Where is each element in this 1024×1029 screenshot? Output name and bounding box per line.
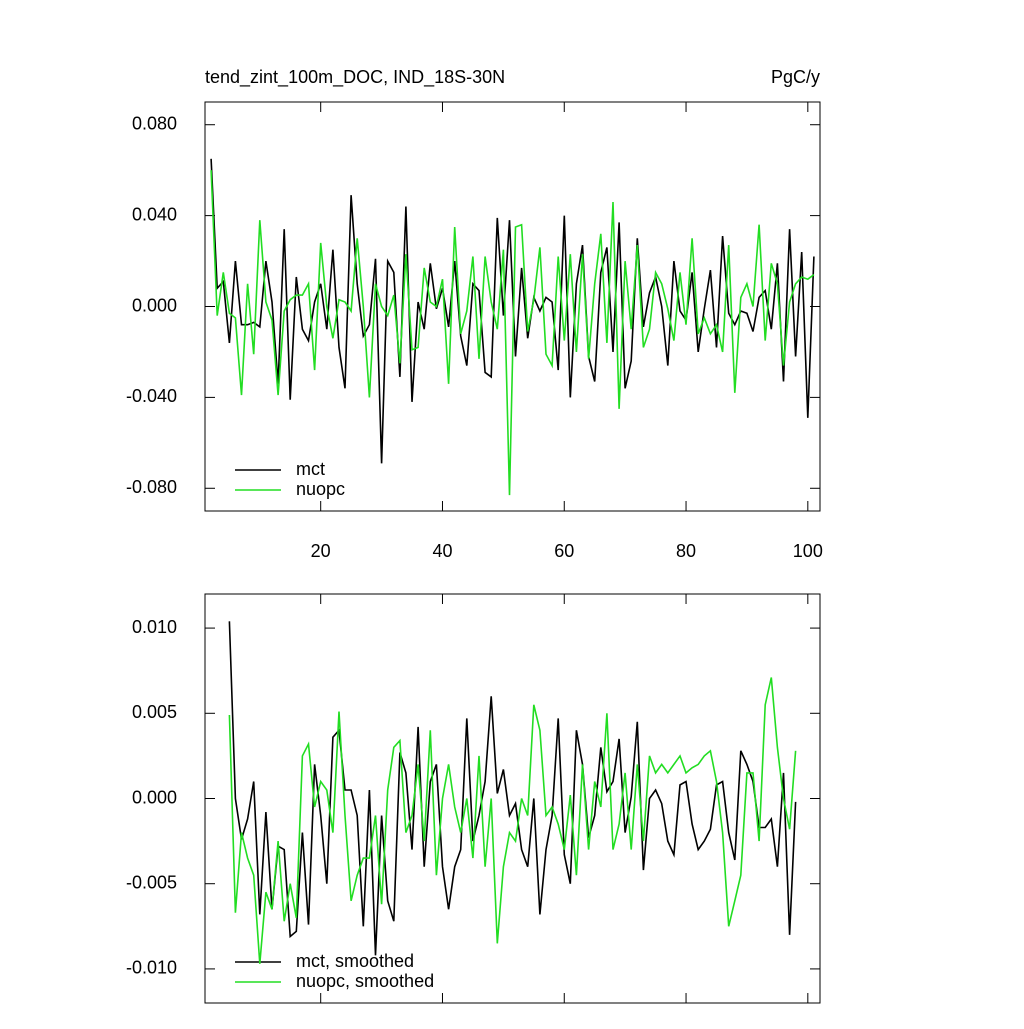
legend-label: nuopc: [296, 479, 345, 499]
y-tick-label: 0.040: [132, 204, 177, 224]
plot-frame: [204, 593, 821, 1004]
y-tick-label: -0.010: [126, 958, 177, 978]
y-tick-label: 0.000: [132, 295, 177, 315]
y-tick-label: 0.005: [132, 702, 177, 722]
x-tick-label: 80: [676, 541, 696, 561]
x-tick-label: 20: [311, 541, 331, 561]
y-tick-label: 0.010: [132, 617, 177, 637]
legend-label: mct, smoothed: [296, 951, 414, 971]
legend-label: mct: [296, 459, 325, 479]
legend-label: nuopc, smoothed: [296, 971, 434, 991]
series-line: [228, 677, 797, 964]
chart-title: tend_zint_100m_DOC, IND_18S-30N: [205, 67, 505, 88]
x-tick-label: 40: [432, 541, 452, 561]
units-label: PgC/y: [771, 67, 820, 87]
y-tick-label: -0.040: [126, 386, 177, 406]
y-tick-label: -0.080: [126, 477, 177, 497]
y-tick-label: 0.000: [132, 787, 177, 807]
series-line: [228, 621, 797, 956]
x-tick-label: 60: [554, 541, 574, 561]
y-tick-label: 0.080: [132, 113, 177, 133]
series-line: [210, 170, 815, 496]
series-line: [210, 158, 815, 464]
y-tick-label: -0.005: [126, 872, 177, 892]
x-tick-label: 100: [793, 541, 823, 561]
